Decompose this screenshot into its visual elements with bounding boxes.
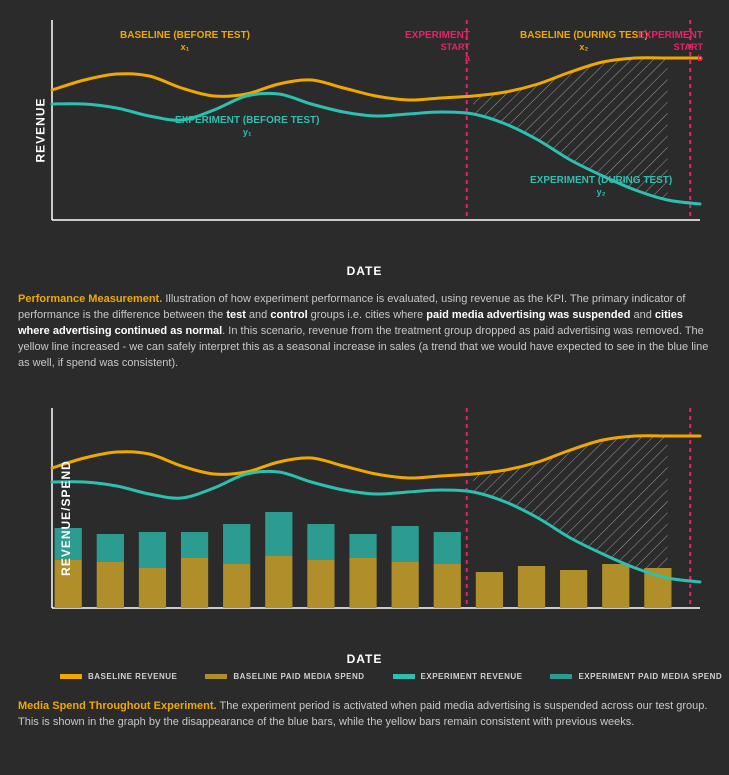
ann-sub: x₁ bbox=[120, 42, 250, 53]
legend-label: BASELINE REVENUE bbox=[88, 672, 177, 681]
ann-label: EXPERIMENT bbox=[405, 30, 470, 41]
ann-baseline-during: BASELINE (DURING TEST) x₂ bbox=[520, 30, 648, 53]
ann-exp-start-b: EXPERIMENT START b bbox=[638, 30, 703, 64]
revenue-chart-section: REVENUE BASELINE (BEFORE TEST) x₁ EXPERI… bbox=[0, 0, 729, 260]
ann-experiment-during: EXPERIMENT (DURING TEST) y₂ bbox=[530, 175, 672, 198]
caption-text: and bbox=[246, 309, 270, 321]
revenue-spend-chart bbox=[0, 388, 729, 638]
ann-label: EXPERIMENT bbox=[638, 30, 703, 41]
legend: BASELINE REVENUE BASELINE PAID MEDIA SPEN… bbox=[0, 666, 729, 681]
chart1-x-axis-label: DATE bbox=[0, 264, 729, 278]
ann-experiment-before: EXPERIMENT (BEFORE TEST) y₁ bbox=[175, 115, 319, 138]
performance-measurement-caption: Performance Measurement. Illustration of… bbox=[0, 278, 729, 382]
ann-label: EXPERIMENT (BEFORE TEST) bbox=[175, 115, 319, 126]
caption-lead: Media Spend Throughout Experiment. bbox=[18, 700, 217, 712]
ann-exp-start-a: EXPERIMENT START a bbox=[405, 30, 470, 64]
ann-sub: START bbox=[638, 42, 703, 53]
legend-swatch bbox=[60, 674, 82, 679]
revenue-spend-chart-section: REVENUE/SPEND bbox=[0, 388, 729, 648]
legend-item: BASELINE REVENUE bbox=[60, 672, 177, 681]
ann-sub: y₁ bbox=[175, 127, 319, 138]
legend-label: EXPERIMENT REVENUE bbox=[421, 672, 523, 681]
caption-text: groups i.e. cities where bbox=[308, 309, 427, 321]
legend-swatch bbox=[393, 674, 415, 679]
chart2-y-axis-label: REVENUE/SPEND bbox=[59, 460, 73, 576]
ann-label: EXPERIMENT (DURING TEST) bbox=[530, 175, 672, 186]
caption-bold: test bbox=[226, 309, 246, 321]
caption-bold: control bbox=[270, 309, 307, 321]
legend-label: EXPERIMENT PAID MEDIA SPEND bbox=[578, 672, 722, 681]
legend-item: BASELINE PAID MEDIA SPEND bbox=[205, 672, 364, 681]
ann-label: BASELINE (BEFORE TEST) bbox=[120, 30, 250, 41]
legend-item: EXPERIMENT PAID MEDIA SPEND bbox=[550, 672, 722, 681]
ann-sub: x₂ bbox=[520, 42, 648, 53]
chart1-y-axis-label: REVENUE bbox=[34, 97, 48, 162]
legend-item: EXPERIMENT REVENUE bbox=[393, 672, 523, 681]
ann-sub: y₂ bbox=[530, 187, 672, 198]
chart2-x-axis-label: DATE bbox=[0, 652, 729, 666]
media-spend-caption: Media Spend Throughout Experiment. The e… bbox=[0, 681, 729, 741]
ann-label: BASELINE (DURING TEST) bbox=[520, 30, 648, 41]
legend-swatch bbox=[205, 674, 227, 679]
legend-swatch bbox=[550, 674, 572, 679]
ann-baseline-before: BASELINE (BEFORE TEST) x₁ bbox=[120, 30, 250, 53]
caption-text: and bbox=[630, 309, 654, 321]
ann-sub: START bbox=[405, 42, 470, 53]
caption-bold: paid media advertising was suspended bbox=[426, 309, 630, 321]
caption-lead: Performance Measurement. bbox=[18, 293, 162, 305]
legend-label: BASELINE PAID MEDIA SPEND bbox=[233, 672, 364, 681]
ann-sub: b bbox=[638, 53, 703, 64]
ann-sub: a bbox=[405, 53, 470, 64]
